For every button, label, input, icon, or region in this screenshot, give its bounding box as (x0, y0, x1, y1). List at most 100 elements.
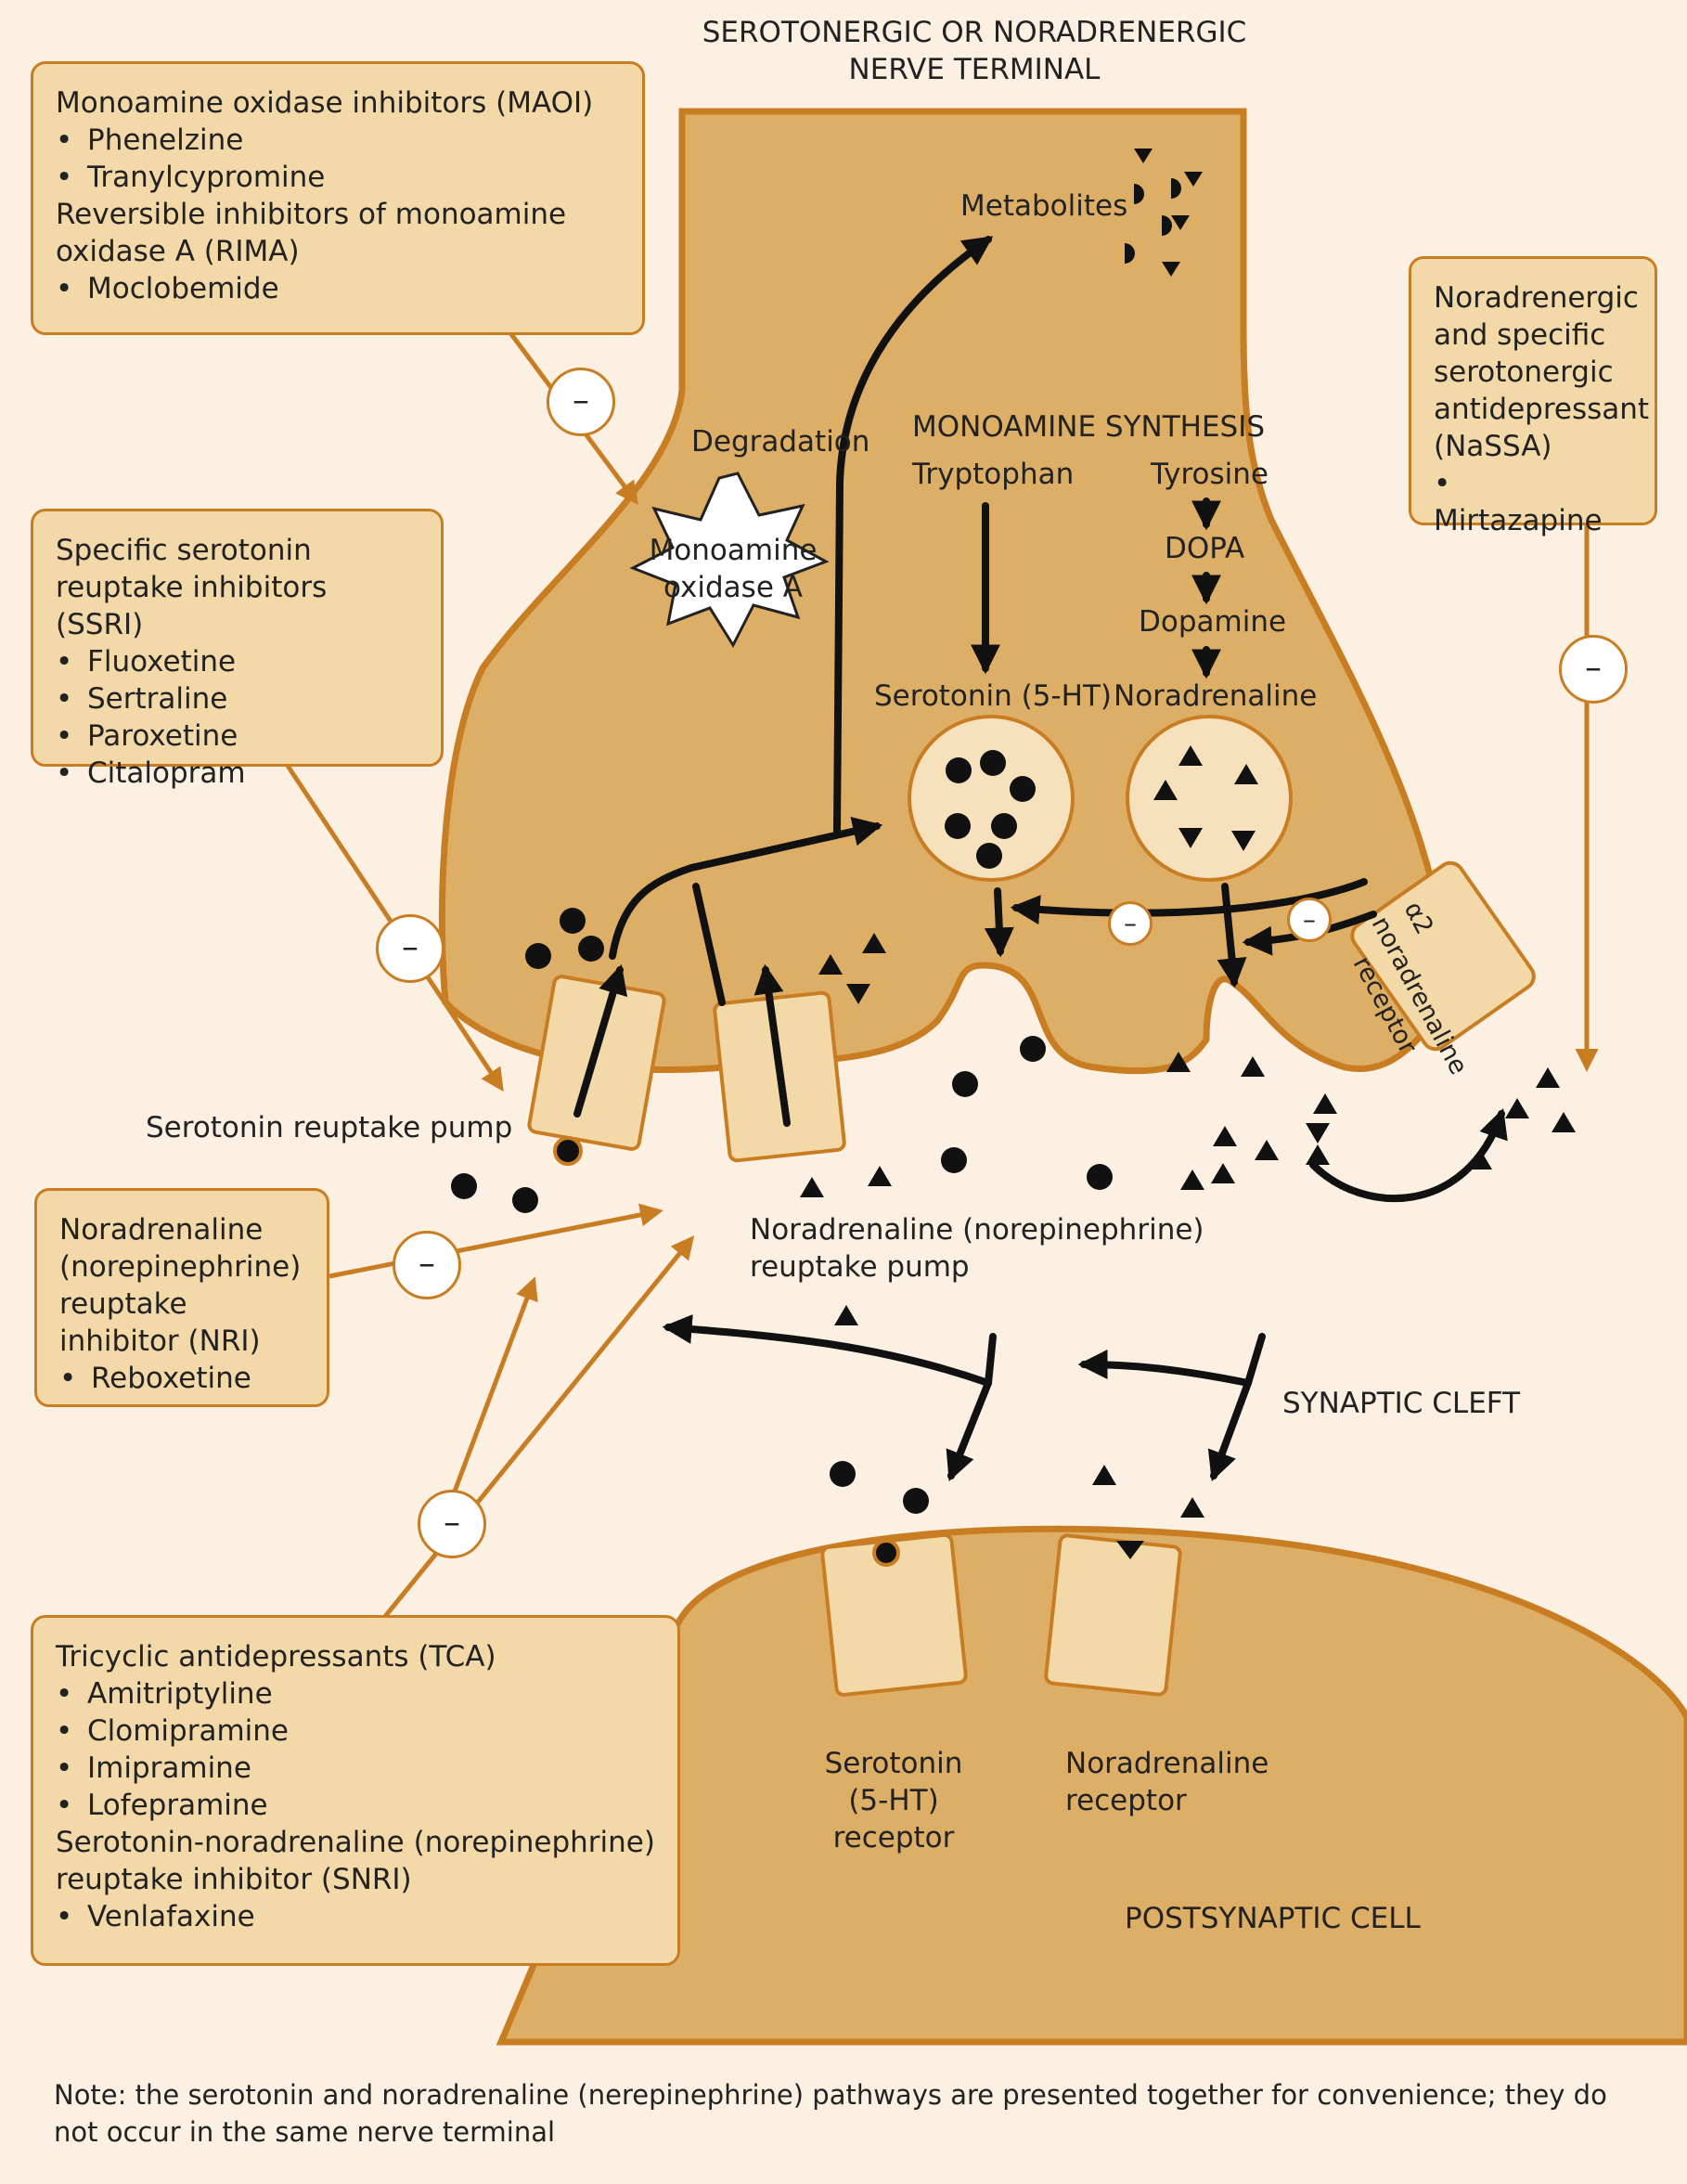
noradrenaline-back-arrow (1077, 1350, 1252, 1387)
terminal-title: SEROTONERGIC OR NORADRENERGIC NERVE TERMI… (702, 16, 1247, 86)
noradrenaline-molecule (1313, 1093, 1337, 1114)
maoi-box: Monoamine oxidase inhibitors (MAOI)Phene… (31, 61, 645, 335)
alpha2-feedback-serotonin (1010, 878, 1368, 925)
nassa-inhibition-marker: – (1559, 635, 1628, 704)
tca-inhibition-marker: – (418, 1490, 486, 1558)
drug-item: Moclobemide (56, 270, 620, 307)
monoamine-oxidase-star (629, 472, 830, 649)
noradrenaline-molecule (818, 954, 843, 975)
serotonin-receptor-label: Serotonin (5-HT) receptor (824, 1747, 963, 1854)
serotonin-molecule (941, 1147, 967, 1173)
pump-stem (692, 883, 726, 1006)
tca-inhibition-line-b (447, 1276, 538, 1505)
ssri-inhibition-marker: – (376, 914, 444, 983)
na-pump-label: Noradrenaline (norepinephrine) reuptake p… (750, 1213, 1204, 1284)
drug-list: PhenelzineTranylcypromine (56, 122, 620, 196)
serotonin-molecule (980, 750, 1006, 776)
serotonin-molecule (1010, 776, 1036, 802)
serotonin-molecule (1020, 1036, 1046, 1062)
metabolite-fragment (1171, 178, 1181, 199)
noradrenaline-molecule (1092, 1465, 1116, 1485)
noradrenaline-molecule (1255, 1140, 1279, 1160)
serotonin-release-arrow (984, 887, 1014, 958)
nassa-box: Noradrenergic and specific serotonergic … (1409, 256, 1657, 537)
synaptic-cleft-label: SYNAPTIC CLEFT (1282, 1387, 1521, 1420)
drug-class-title: Serotonin-noradrenaline (norepinephrine)… (56, 1826, 655, 1896)
noradrenaline-molecule (1178, 745, 1203, 766)
noradrenaline-release-arrow (1217, 883, 1247, 989)
postsynaptic-cell (496, 1525, 1687, 2046)
noradrenaline-molecule (1468, 1149, 1492, 1170)
noradrenaline-pump-arrow (753, 963, 791, 1127)
drug-class-title: Noradrenergic and specific serotonergic … (1434, 281, 1650, 463)
drug-item: Phenelzine (56, 122, 620, 159)
synthesis-title: MONOAMINE SYNTHESIS (912, 410, 1266, 444)
noradrenaline-receptor-label: Noradrenaline receptor (1065, 1747, 1269, 1817)
reuptake-to-vesicle-arrow (609, 817, 883, 960)
serotonin-bound (872, 1539, 900, 1567)
serotonin-diffusion-arrow (946, 1333, 997, 1481)
noradrenaline-receptor (1044, 1533, 1182, 1697)
serotonin-pump-label: Serotonin reuptake pump (146, 1111, 513, 1144)
drug-class-title: Tricyclic antidepressants (TCA) (56, 1640, 496, 1674)
serotonin-in-pump (553, 1136, 583, 1166)
serotonin-molecule (560, 908, 586, 934)
drug-class-title: Monoamine oxidase inhibitors (MAOI) (56, 86, 594, 120)
serotonin-molecule (830, 1461, 856, 1487)
noradrenaline-molecule (1234, 764, 1258, 784)
drug-item: Tranylcypromine (56, 159, 620, 196)
drug-item: Clomipramine (56, 1712, 655, 1750)
metabolites-label: Metabolites (960, 189, 1128, 223)
metabolite-fragment (1125, 243, 1135, 264)
nri-inhibition-line (328, 1203, 663, 1279)
alpha2-feedback-marker-b: – (1287, 898, 1332, 942)
metabolite-fragment (1184, 172, 1203, 187)
drug-item: Fluoxetine (56, 643, 419, 680)
serotonin-molecule (976, 843, 1002, 869)
drug-list: AmitriptylineClomipramineImipramineLofep… (56, 1675, 655, 1824)
tca-box: Tricyclic antidepressants (TCA)Amitripty… (31, 1615, 680, 1966)
metabolite-fragment (1134, 184, 1144, 204)
drug-item: Sertraline (56, 680, 419, 717)
noradrenaline-label: Noradrenaline (1114, 679, 1318, 713)
dopa-label: DOPA (1165, 532, 1245, 565)
drug-class-title: Noradrenaline (norepinephrine) reuptake … (59, 1213, 302, 1358)
drug-item: Reboxetine (59, 1360, 304, 1397)
drug-item: Imipramine (56, 1750, 655, 1787)
drug-list: Moclobemide (56, 270, 620, 307)
drug-item: Amitriptyline (56, 1675, 655, 1712)
footnote: Note: the serotonin and noradrenaline (n… (54, 2079, 1607, 2148)
dopamine-label: Dopamine (1139, 605, 1287, 639)
serotonin-molecule (945, 813, 971, 839)
degradation-to-metabolites-arrow (833, 236, 994, 834)
serotonin-molecule (952, 1071, 978, 1097)
drug-class-title: Reversible inhibitors of monoamine oxida… (56, 198, 567, 268)
drug-list: Venlafaxine (56, 1898, 655, 1935)
noradrenaline-molecule (862, 933, 886, 953)
serotonin-molecule (512, 1187, 538, 1213)
drug-list: Reboxetine (59, 1360, 304, 1397)
noradrenaline-molecule (1180, 1497, 1204, 1518)
ssri-box: Specific serotonin reuptake inhibitors (… (31, 509, 444, 790)
drug-list: Mirtazapine (1434, 465, 1632, 539)
drug-class-title: Specific serotonin reuptake inhibitors (… (56, 534, 328, 641)
noradrenaline-molecule (1231, 831, 1256, 851)
serotonin-pump-arrow (573, 963, 628, 1118)
noradrenaline-diffusion-arrow (1207, 1333, 1266, 1482)
noradrenaline-molecule (1180, 1170, 1204, 1190)
alpha2-receptor (1350, 860, 1536, 1052)
tryptophan-label: Tryptophan (912, 458, 1075, 491)
metabolite-fragment (1134, 149, 1153, 163)
drug-item: Mirtazapine (1434, 465, 1632, 539)
serotonin-molecule (578, 936, 604, 962)
nri-inhibition-marker: – (393, 1231, 461, 1299)
noradrenaline-molecule (1166, 1052, 1191, 1072)
noradrenaline-molecule (800, 1177, 824, 1197)
mao-enzyme-label: Monoamine oxidase A (649, 534, 818, 604)
drug-list: FluoxetineSertralineParoxetineCitalopram (56, 643, 419, 792)
noradrenaline-molecule (846, 984, 870, 1004)
serotonin-molecule (946, 757, 972, 783)
drug-item: Paroxetine (56, 717, 419, 755)
noradrenaline-molecule (1153, 780, 1178, 800)
metabolite-fragment (1171, 215, 1190, 230)
